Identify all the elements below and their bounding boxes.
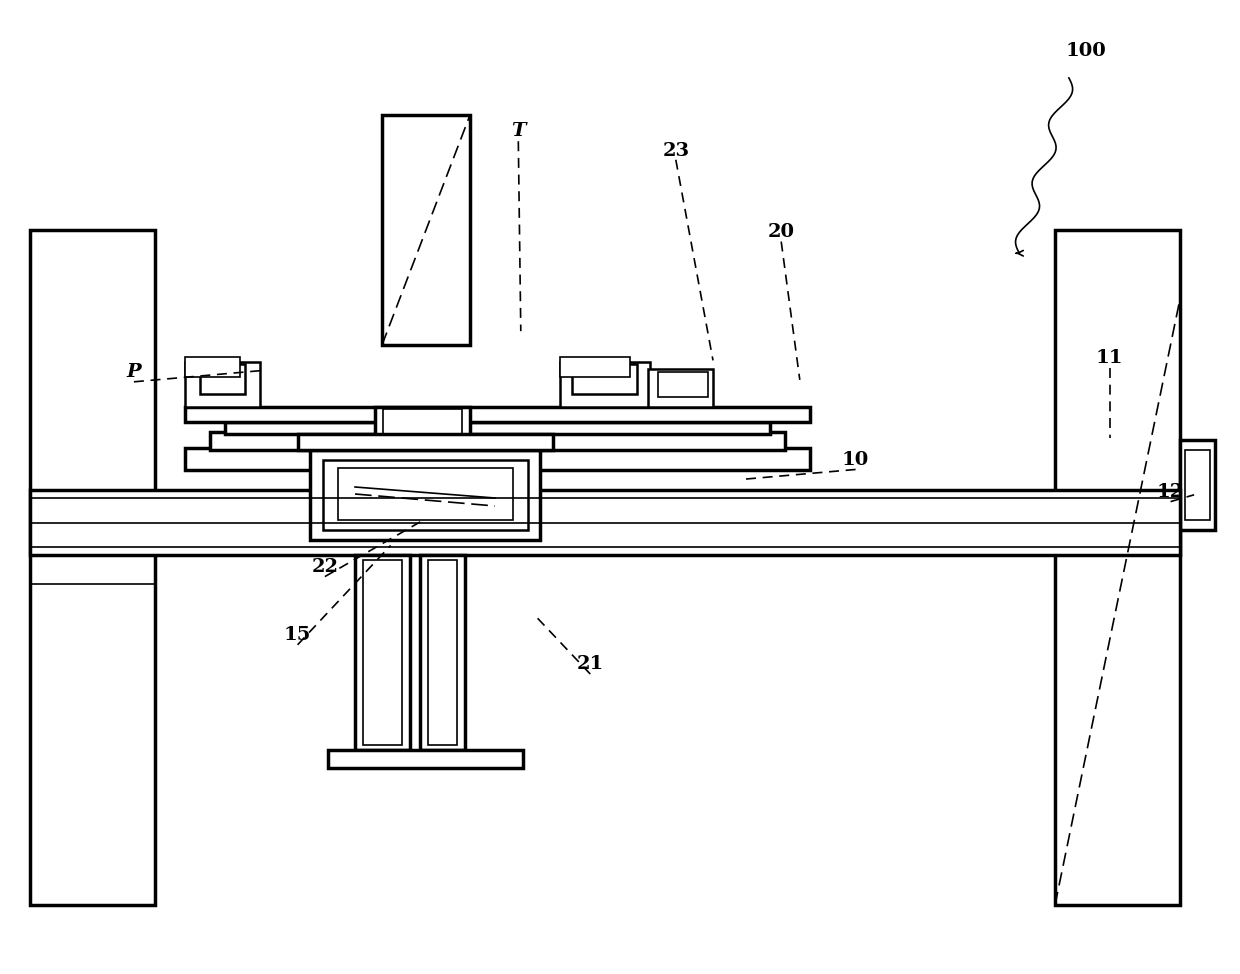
- Bar: [363, 560, 402, 745]
- Bar: [572, 364, 637, 394]
- Text: 100: 100: [1066, 42, 1106, 59]
- Text: 20: 20: [768, 223, 795, 241]
- Bar: [310, 450, 539, 540]
- Bar: [355, 555, 410, 750]
- Text: 12: 12: [1157, 483, 1184, 501]
- Text: P: P: [126, 363, 141, 381]
- Bar: [200, 364, 246, 394]
- Bar: [30, 230, 155, 905]
- Text: 11: 11: [1096, 350, 1123, 367]
- Bar: [658, 372, 708, 397]
- Bar: [1055, 230, 1180, 905]
- Bar: [210, 432, 785, 450]
- Text: 22: 22: [311, 558, 339, 576]
- Bar: [1185, 450, 1210, 520]
- Bar: [339, 468, 513, 520]
- Bar: [185, 357, 241, 377]
- Bar: [649, 369, 713, 407]
- Text: 10: 10: [842, 451, 869, 468]
- Bar: [560, 357, 630, 377]
- Text: 21: 21: [577, 656, 604, 673]
- Bar: [185, 407, 810, 422]
- Bar: [30, 490, 1180, 555]
- Text: 23: 23: [662, 142, 689, 160]
- Bar: [185, 362, 260, 407]
- Bar: [560, 362, 650, 407]
- Bar: [383, 409, 463, 444]
- Bar: [185, 448, 810, 470]
- Bar: [382, 115, 470, 345]
- Bar: [298, 434, 553, 450]
- Text: 15: 15: [284, 626, 311, 644]
- Text: T: T: [511, 123, 526, 140]
- Bar: [322, 460, 528, 530]
- Bar: [329, 750, 523, 768]
- Bar: [1180, 440, 1215, 530]
- Bar: [420, 555, 465, 750]
- Bar: [224, 422, 770, 434]
- Bar: [374, 407, 470, 450]
- Bar: [428, 560, 458, 745]
